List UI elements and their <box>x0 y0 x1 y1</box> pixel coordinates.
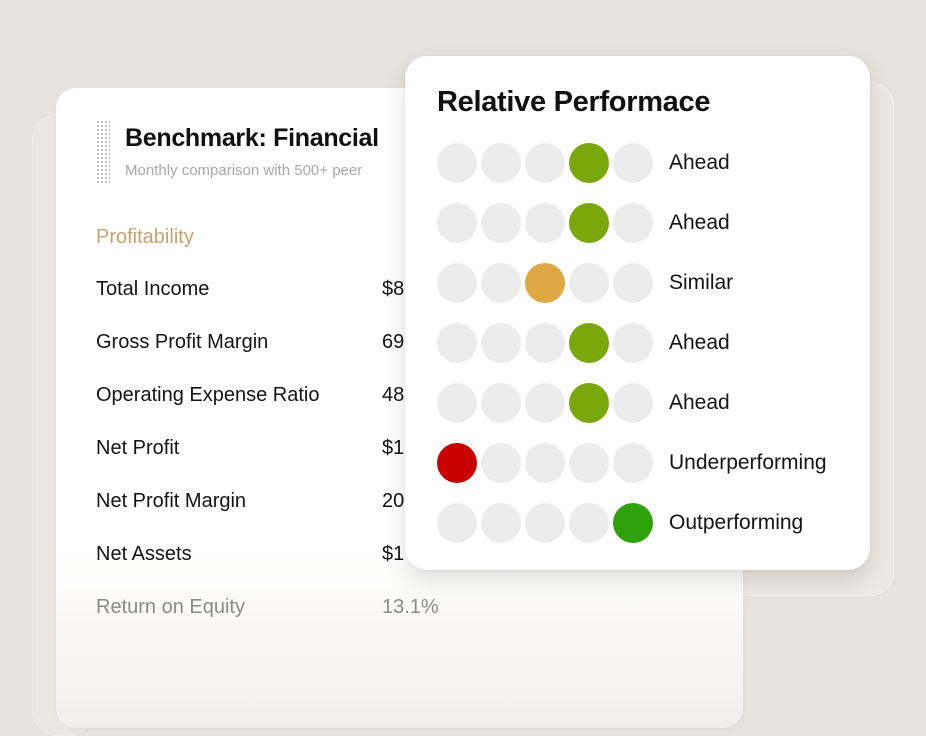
rating-dot <box>569 263 609 303</box>
performance-status-label: Ahead <box>669 151 730 174</box>
rating-dot-active <box>569 143 609 183</box>
performance-status-label: Underperforming <box>669 451 827 474</box>
rating-dot <box>437 323 477 363</box>
performance-status-label: Ahead <box>669 391 730 414</box>
rating-dot <box>437 503 477 543</box>
rating-dot <box>613 263 653 303</box>
metric-value: 48 <box>382 384 405 406</box>
metric-value: $8 <box>382 278 405 300</box>
rating-dot <box>569 443 609 483</box>
rating-dot <box>481 263 521 303</box>
relative-performance-card: Relative Performace Ahead Ahead Similar … <box>405 56 870 570</box>
performance-row: Ahead <box>437 143 857 183</box>
metric-value: 20 <box>382 490 405 512</box>
metric-row-gross-profit-margin: Gross Profit Margin 69 <box>96 331 696 361</box>
rating-dot-active <box>525 263 565 303</box>
rating-dot <box>525 443 565 483</box>
dot-pattern-icon <box>96 120 110 184</box>
rating-dot <box>525 143 565 183</box>
rating-dot <box>437 143 477 183</box>
rating-dot <box>437 203 477 243</box>
performance-row: Ahead <box>437 323 857 363</box>
rating-dot-active <box>569 383 609 423</box>
rating-dot <box>481 443 521 483</box>
metric-row-net-profit: Net Profit $1 <box>96 437 696 467</box>
performance-status-label: Similar <box>669 271 734 294</box>
rating-dot-active <box>437 443 477 483</box>
metric-label: Net Profit Margin <box>96 490 247 512</box>
metric-label: Operating Expense Ratio <box>96 384 320 406</box>
metric-row-total-income: Total Income $8 <box>96 278 696 308</box>
performance-status-label: Outperforming <box>669 511 804 534</box>
rating-dot <box>437 263 477 303</box>
metric-row-operating-expense-ratio: Operating Expense Ratio 48 <box>96 384 696 414</box>
rating-dot-active <box>569 323 609 363</box>
metric-label: Net Profit <box>96 437 180 459</box>
metric-row-net-profit-margin: Net Profit Margin 20 <box>96 490 696 520</box>
metric-value: $1 <box>382 543 405 565</box>
metric-label: Return on Equity <box>96 596 245 618</box>
rating-dot <box>481 323 521 363</box>
rating-dot <box>481 503 521 543</box>
rating-dot-active <box>613 503 653 543</box>
performance-row: Ahead <box>437 203 857 243</box>
rating-dot <box>525 323 565 363</box>
performance-row: Ahead <box>437 383 857 423</box>
performance-status-label: Ahead <box>669 331 730 354</box>
section-label-profitability: Profitability <box>96 226 194 248</box>
rating-dot <box>481 203 521 243</box>
metric-value: $1 <box>382 437 405 459</box>
metric-value: 69 <box>382 331 405 353</box>
rating-dot <box>525 503 565 543</box>
benchmark-title: Benchmark: Financial <box>125 124 379 152</box>
rating-dot <box>525 203 565 243</box>
rating-dot <box>569 503 609 543</box>
rating-dot <box>481 143 521 183</box>
metric-label: Total Income <box>96 278 210 300</box>
performance-row: Outperforming <box>437 503 857 543</box>
rating-dot-active <box>569 203 609 243</box>
metric-label: Gross Profit Margin <box>96 331 269 353</box>
rating-dot <box>613 203 653 243</box>
performance-row: Underperforming <box>437 443 857 483</box>
metric-row-return-on-equity: Return on Equity 13.1% <box>96 596 696 626</box>
rating-dot <box>613 143 653 183</box>
performance-title: Relative Performace <box>437 86 711 118</box>
rating-dot <box>613 443 653 483</box>
performance-status-label: Ahead <box>669 211 730 234</box>
performance-row: Similar <box>437 263 857 303</box>
rating-dot <box>613 323 653 363</box>
metric-row-net-assets: Net Assets $1 <box>96 543 696 573</box>
rating-dot <box>613 383 653 423</box>
rating-dot <box>525 383 565 423</box>
rating-dot <box>481 383 521 423</box>
metric-label: Net Assets <box>96 543 192 565</box>
metric-value: 13.1% <box>382 596 439 618</box>
benchmark-subtitle: Monthly comparison with 500+ peer <box>125 162 363 179</box>
rating-dot <box>437 383 477 423</box>
